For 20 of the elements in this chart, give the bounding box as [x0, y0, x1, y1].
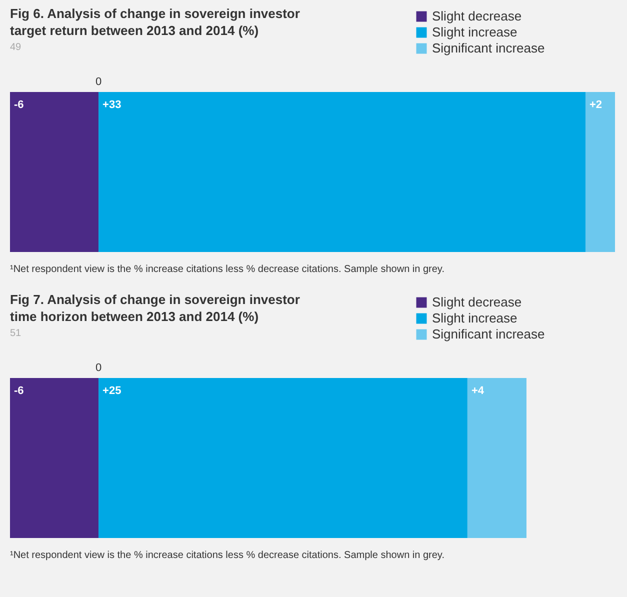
legend-label: Slight decrease: [432, 8, 522, 24]
legend-label: Slight increase: [432, 24, 518, 40]
text: ¹Net respondent view is the % increase citations less % decrease citations. Sample shown in grey.: [10, 264, 444, 275]
text: ¹Net respondent view is the % increase citations less % decrease citations. Sample shown in grey.: [10, 550, 444, 561]
data-label: -6: [14, 99, 24, 111]
legend-label: Slight decrease: [432, 294, 522, 310]
data-label: -6: [14, 385, 24, 397]
text: 0: [95, 362, 102, 374]
legend-label: Slight increase: [432, 310, 518, 326]
legend-label: Significant increase: [432, 326, 545, 342]
chart-title: Fig 7. Analysis of change in sovereign investor time horizon between 2013 and 2014 (%): [10, 292, 300, 324]
text: 0: [95, 76, 102, 88]
chart-subtitle: 49: [10, 42, 22, 53]
legend-label: Significant increase: [432, 40, 545, 56]
data-label: +25: [102, 385, 122, 397]
chart-subtitle: 51: [10, 328, 22, 339]
data-label: +4: [471, 385, 485, 397]
data-label: +2: [589, 99, 602, 111]
data-label: +33: [102, 99, 122, 111]
chart-title: Fig 6. Analysis of change in sovereign investor target return between 2013 and 2014 (%): [10, 6, 300, 38]
